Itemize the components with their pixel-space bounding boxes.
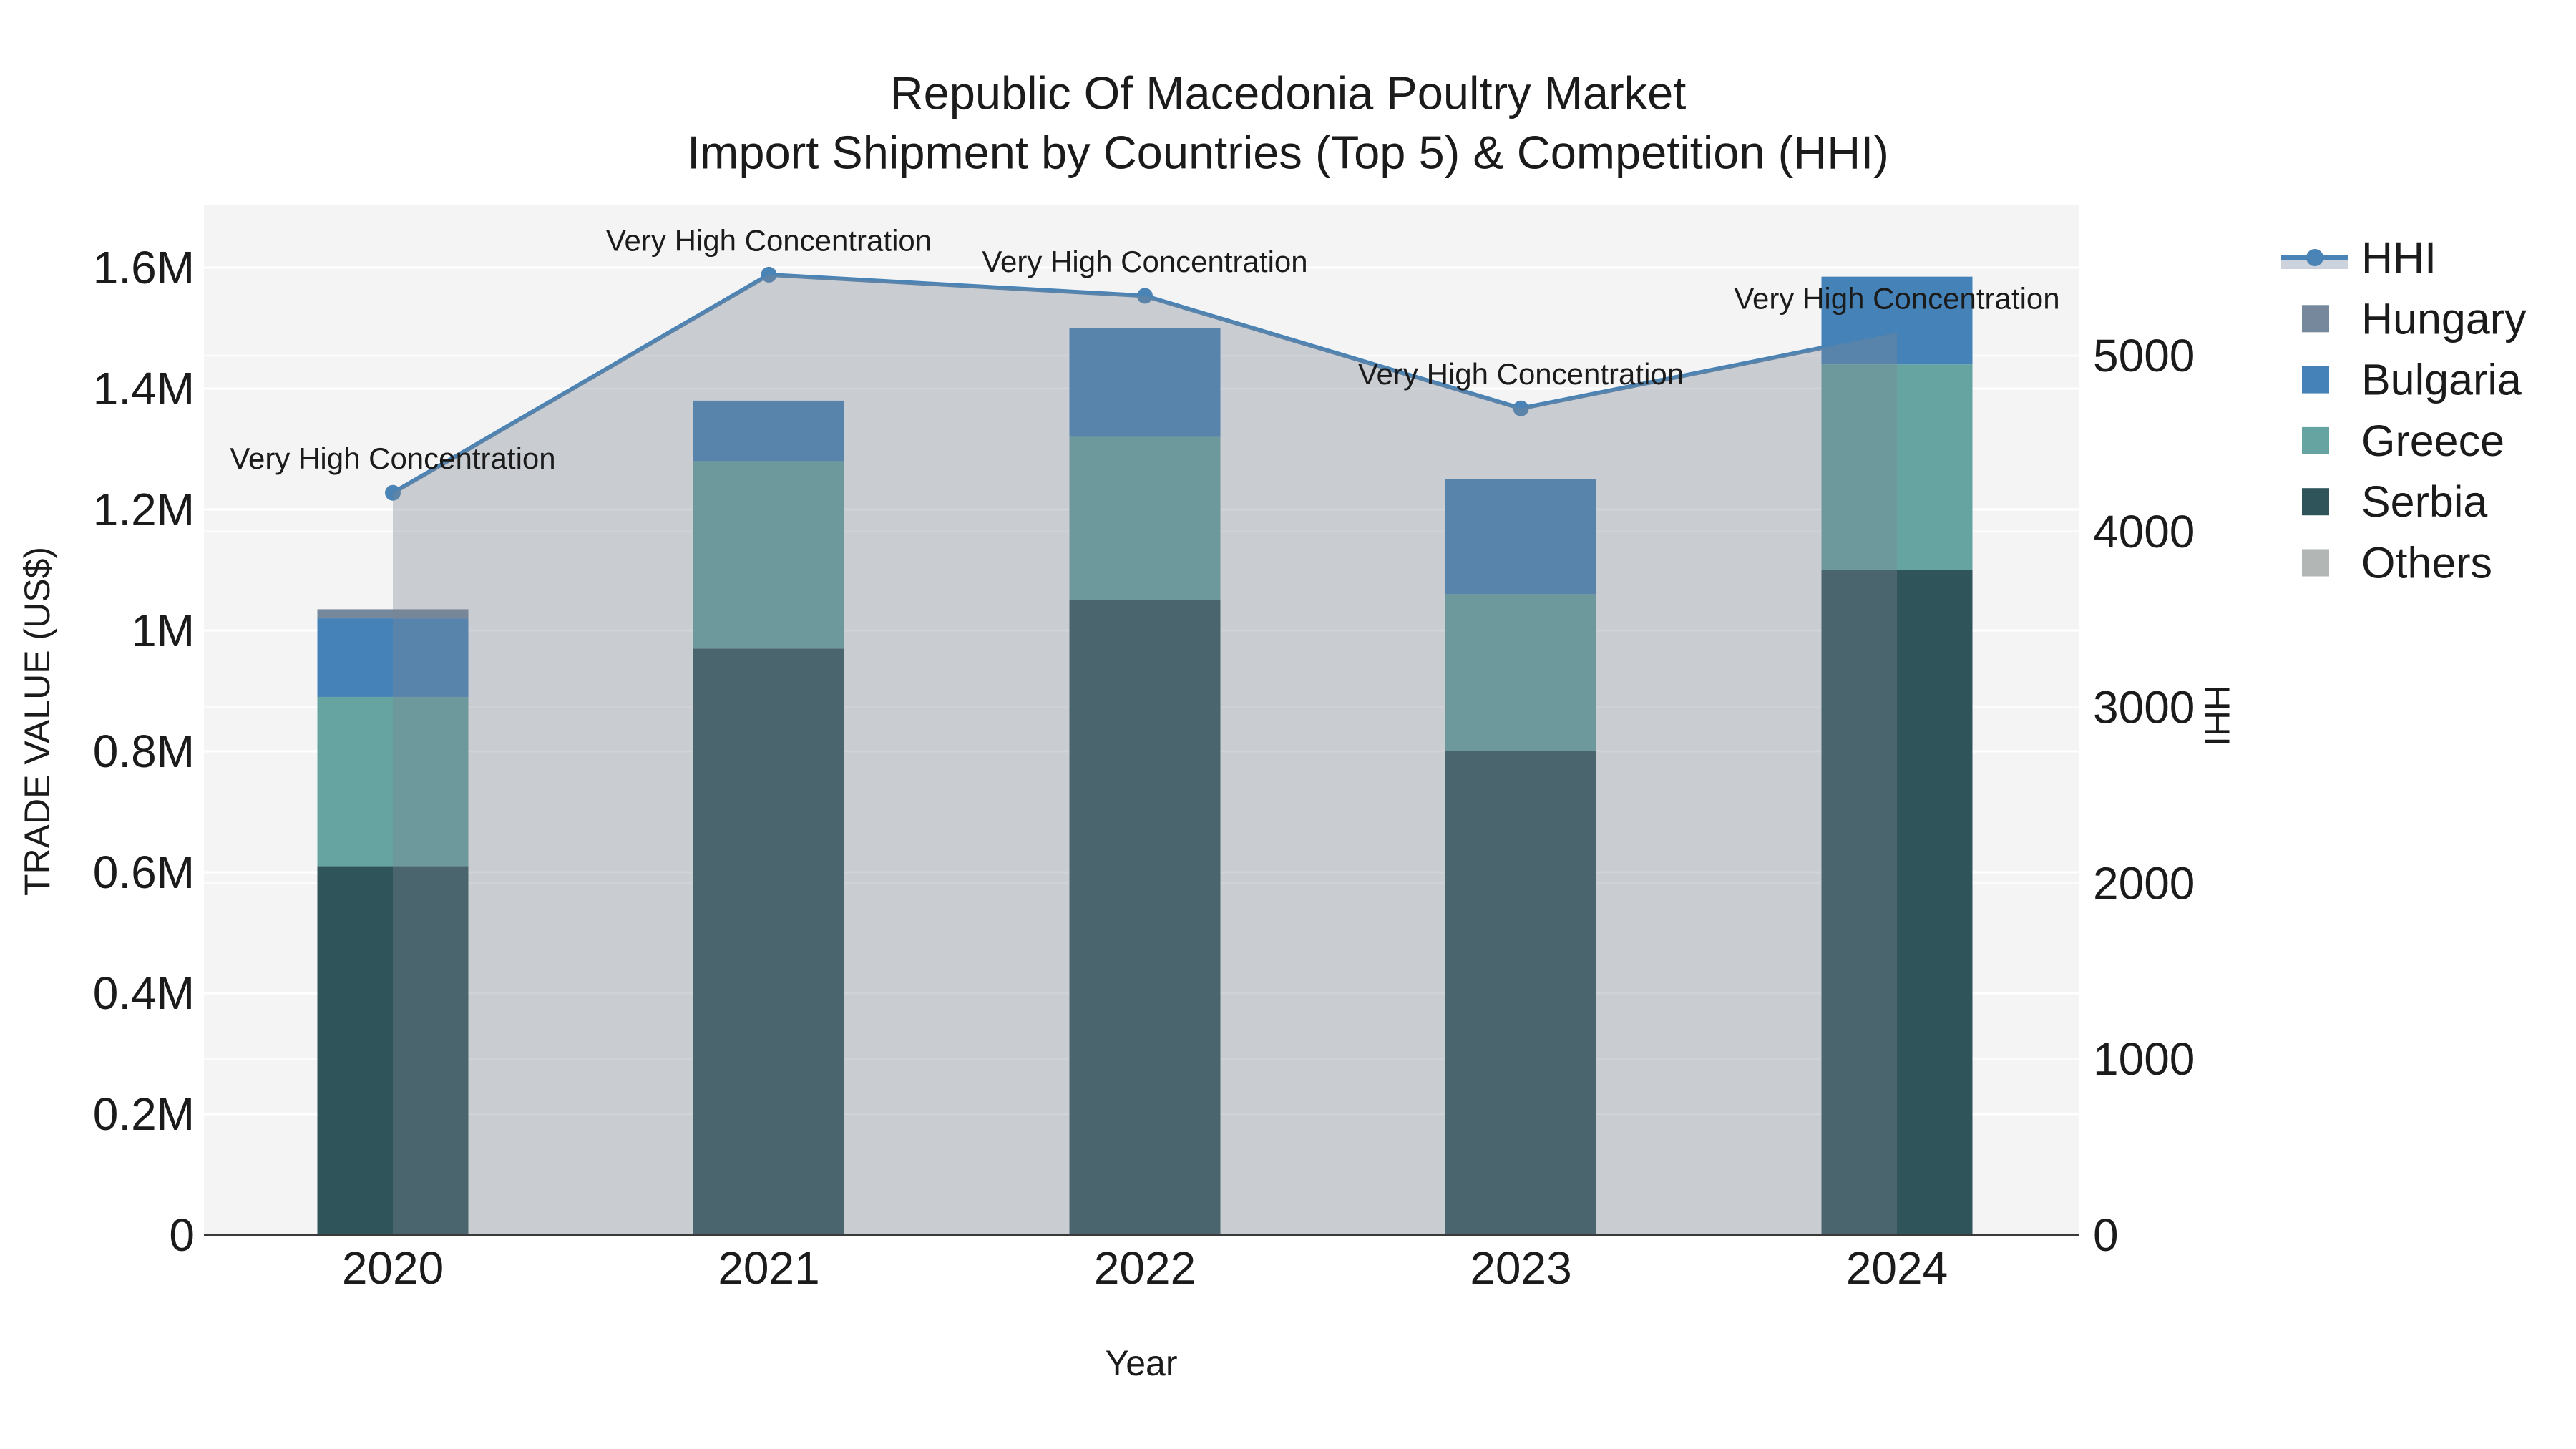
hhi-area-fill (393, 274, 1897, 1235)
bar-segment-2024-serbia (1821, 570, 1973, 1235)
y-right-tick-label: 3000 (2093, 682, 2195, 733)
hhi-marker-2023 (1513, 400, 1529, 416)
y-left-tick-label: 1M (131, 605, 195, 656)
legend-swatch-others (2302, 549, 2329, 577)
chart-title-line1: Republic Of Macedonia Poultry Market (890, 67, 1687, 119)
y-left-tick-label: 1.4M (93, 363, 195, 414)
bar-segment-2023-greece (1445, 594, 1596, 751)
legend-swatch-bulgaria (2302, 366, 2329, 394)
hhi-marker-2021 (761, 266, 777, 283)
legend-item-hhi: HHI (2281, 233, 2436, 282)
annotation-2022: Very High Concentration (982, 245, 1307, 278)
x-axis-title: Year (1105, 1343, 1177, 1383)
legend: HHI Hungary Bulgaria Greece Serbia Others (2281, 233, 2527, 587)
legend-label-hhi: HHI (2361, 233, 2436, 282)
bar-segment-2022-serbia (1069, 600, 1221, 1235)
annotation-2024: Very High Concentration (1734, 282, 2059, 316)
legend-hhi-marker-icon (2306, 249, 2323, 266)
bars-group (317, 276, 1973, 1235)
bar-segment-2020-greece (317, 696, 469, 867)
x-tick-label-2020: 2020 (342, 1242, 444, 1294)
y-right-tick-label: 2000 (2093, 857, 2195, 909)
tick-labels: 0 0.2M 0.4M 0.6M 0.8M 1M 1.2M 1.4M 1.6M 0 1000 2000… (93, 242, 2195, 1294)
x-tick-label-2023: 2023 (1470, 1242, 1571, 1294)
x-tick-label-2021: 2021 (718, 1242, 819, 1294)
x-tick-label-2022: 2022 (1094, 1242, 1196, 1294)
legend-swatch-hungary (2302, 305, 2329, 333)
legend-item-serbia: Serbia (2302, 477, 2487, 526)
bar-segment-2020-hungary (317, 609, 469, 619)
y-left-tick-label: 0.6M (93, 847, 195, 898)
y-right-tick-label: 5000 (2093, 330, 2195, 381)
bar-segment-2021-greece (693, 461, 844, 649)
legend-item-bulgaria: Bulgaria (2302, 356, 2522, 404)
bar-segment-2022-bulgaria (1069, 328, 1221, 437)
y-left-tick-label: 0 (169, 1209, 195, 1261)
bar-segment-2024-bulgaria (1821, 276, 1973, 365)
legend-item-greece: Greece (2302, 416, 2504, 465)
y-left-tick-label: 1.6M (93, 242, 195, 293)
hhi-marker-2022 (1137, 288, 1153, 304)
legend-swatch-greece (2302, 426, 2329, 454)
annotation-2023: Very High Concentration (1358, 357, 1684, 391)
x-tick-label-2024: 2024 (1846, 1242, 1948, 1294)
y-right-tick-label: 0 (2093, 1209, 2119, 1261)
legend-label-others: Others (2361, 539, 2492, 587)
bar-segment-2021-bulgaria (693, 400, 844, 462)
bar-segment-2023-serbia (1445, 751, 1596, 1235)
bar-segment-2023-bulgaria (1445, 479, 1596, 595)
legend-label-hungary: Hungary (2361, 294, 2527, 343)
bar-segment-2024-greece (1821, 364, 1973, 570)
hhi-marker-2020 (385, 484, 401, 501)
legend-label-greece: Greece (2361, 416, 2504, 465)
y-left-tick-label: 1.2M (93, 484, 195, 535)
chart-title-line2: Import Shipment by Countries (Top 5) & C… (687, 127, 1889, 179)
legend-item-hungary: Hungary (2302, 294, 2527, 343)
y-left-tick-label: 0.4M (93, 967, 195, 1019)
y-right-tick-label: 4000 (2093, 506, 2195, 557)
y-left-axis-title: TRADE VALUE (US$) (17, 547, 57, 896)
bar-segment-2021-serbia (693, 648, 844, 1235)
legend-swatch-serbia (2302, 488, 2329, 516)
y-right-axis-title: HHI (2197, 685, 2237, 746)
bar-segment-2022-greece (1069, 436, 1221, 600)
bar-segment-2020-serbia (317, 866, 469, 1235)
legend-label-serbia: Serbia (2361, 477, 2487, 526)
y-left-tick-label: 0.8M (93, 726, 195, 777)
bar-segment-2020-bulgaria (317, 618, 469, 697)
legend-item-others: Others (2302, 539, 2492, 587)
annotation-2021: Very High Concentration (606, 223, 932, 257)
annotation-2020: Very High Concentration (230, 441, 555, 475)
legend-label-bulgaria: Bulgaria (2361, 356, 2522, 404)
y-left-tick-label: 0.2M (93, 1088, 195, 1140)
y-right-tick-label: 1000 (2093, 1033, 2195, 1085)
